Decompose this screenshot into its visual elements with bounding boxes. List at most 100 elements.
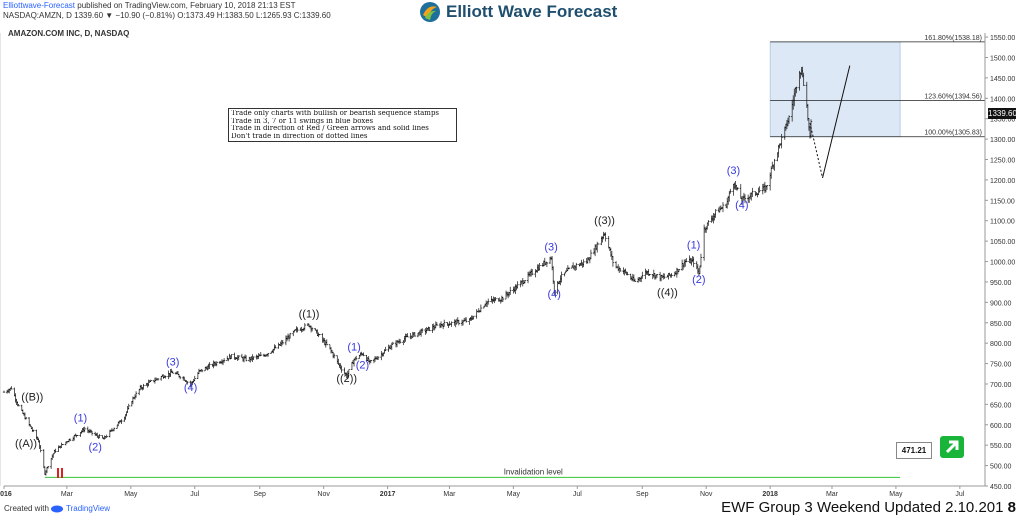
y-tick-label: 1200.00 (990, 178, 1015, 185)
y-tick-label: 800.00 (990, 341, 1012, 348)
x-tick-label: Mar (826, 491, 839, 498)
x-tick-label: Mar (443, 491, 456, 498)
ohlc-bar (413, 332, 417, 337)
ohlc-bar (49, 458, 53, 469)
ohlc-bar (545, 261, 549, 268)
ohlc-bar (46, 466, 50, 469)
arrow-up-right-icon (945, 440, 959, 454)
ohlc-bar (685, 258, 688, 263)
ohlc-bar (244, 355, 248, 362)
ohlc-bar (120, 419, 123, 424)
y-tick-label: 1550.00 (990, 35, 1015, 42)
wave-label: ((A)) (15, 438, 37, 450)
ohlc-bar (68, 438, 72, 442)
y-tick-label: 1350.00 (990, 117, 1015, 124)
wave-label: (4) (735, 199, 748, 211)
y-tick-label: 550.00 (990, 443, 1012, 450)
ohlc-bar (582, 259, 585, 268)
ohlc-bar (230, 354, 233, 359)
wave-label: ((2)) (336, 373, 357, 385)
ohlc-bar (112, 427, 116, 432)
ohlc-bar (325, 339, 329, 346)
y-tick-label: 600.00 (990, 423, 1012, 430)
ohlc-bar (509, 286, 512, 295)
wave-label: (3) (727, 165, 740, 177)
ohlc-bar (494, 296, 497, 302)
ohlc-bar (479, 304, 483, 313)
x-axis: 2016 Mar May Jul Sep Nov 2017 Mar May Jul Sep Nov 20… (0, 485, 985, 498)
y-tick-label: 1000.00 (990, 260, 1015, 267)
ohlc-bar (758, 186, 761, 193)
ohlc-bar (186, 381, 189, 385)
ohlc-bar (149, 379, 152, 383)
logo-text[interactable]: Elliott Wave Forecast (446, 2, 618, 21)
ohlc-bar (384, 346, 387, 352)
y-tick-label: 850.00 (990, 321, 1012, 328)
projection-dotted-line (809, 122, 824, 178)
invalidation-label: Invalidation level (504, 467, 563, 476)
red-stamp-icon (57, 468, 63, 478)
wave-label: ((4)) (657, 287, 678, 299)
x-tick-label: 2016 (0, 491, 12, 498)
ohlc-bar (281, 340, 284, 345)
wave-label: (2) (88, 441, 101, 453)
ohlc-bar (369, 360, 373, 364)
ohlc-bar (288, 332, 292, 339)
rule-line: Trade in 3, 7 or 11 swings in blue boxes (231, 117, 374, 125)
symbol-title: AMAZON.COM INC, D, NASDAQ (8, 29, 130, 38)
ohlc-bar (2, 390, 6, 393)
y-tick-label: 700.00 (990, 382, 1012, 389)
x-tick-label: May (507, 491, 521, 498)
y-tick-label: 1450.00 (990, 76, 1015, 83)
wave-label: ((1)) (299, 308, 320, 320)
ohlc-bar (156, 378, 160, 381)
ohlc-bar (472, 315, 475, 320)
update-caption: EWF Group 3 Weekend Updated 2.10.201 8 (721, 499, 1016, 516)
ohlc-bar (127, 403, 130, 410)
ohlc-bar (42, 449, 46, 469)
fib-level-label: 161.80%(1538.18) (924, 35, 982, 42)
ohlc-bar (142, 383, 145, 390)
ohlc-bar (765, 185, 769, 190)
publisher-link[interactable]: Elliottwave-Forecast (3, 1, 76, 10)
ohlc-bar (501, 296, 505, 303)
y-tick-label: 1250.00 (990, 158, 1015, 165)
ohlc-bar (743, 194, 747, 204)
tradingview-link[interactable]: TradingView (66, 504, 111, 513)
x-tick-label: Nov (317, 491, 330, 498)
y-tick-label: 1050.00 (990, 239, 1015, 246)
ohlc-bar (164, 375, 167, 379)
ohlc-bar (340, 365, 343, 373)
x-tick-label: Jul (190, 491, 199, 498)
wave-label: (2) (356, 359, 369, 371)
ohlc-bar (560, 271, 563, 283)
invalidation-layer: Invalidation level (44, 467, 901, 478)
ohlc-bar (619, 267, 622, 272)
published-line: Elliottwave-Forecast published on Tradin… (3, 1, 295, 10)
ohlc-bar (516, 281, 519, 289)
ohlc-bar (795, 86, 798, 94)
ohlc-bar (398, 339, 402, 344)
ohlc-bar (83, 426, 86, 433)
ohlc-bar (626, 271, 629, 276)
wave-label: (1) (347, 342, 360, 354)
ohlc-bar (252, 356, 255, 360)
ohlc-bar (787, 115, 791, 124)
ohlc-bar (362, 352, 365, 357)
ohlc-bar (670, 273, 673, 278)
y-tick-label: 1400.00 (990, 96, 1015, 103)
bullish-arrow-button[interactable] (940, 436, 964, 458)
ohlc-bar (420, 328, 424, 334)
ohlc-bar (802, 72, 805, 87)
ohlc-bar (171, 370, 174, 374)
ohlc-bar (773, 158, 776, 171)
y-tick-label: 750.00 (990, 362, 1012, 369)
fib-level-label: 123.60%(1394.56) (924, 94, 982, 101)
y-tick-label: 1150.00 (990, 198, 1015, 205)
ohlc-bar (597, 243, 600, 245)
tradingview-cloud-icon (51, 505, 63, 513)
ohlc-bar (318, 334, 321, 336)
ohlc-bar (428, 327, 431, 332)
ohlc-bar (780, 133, 783, 149)
